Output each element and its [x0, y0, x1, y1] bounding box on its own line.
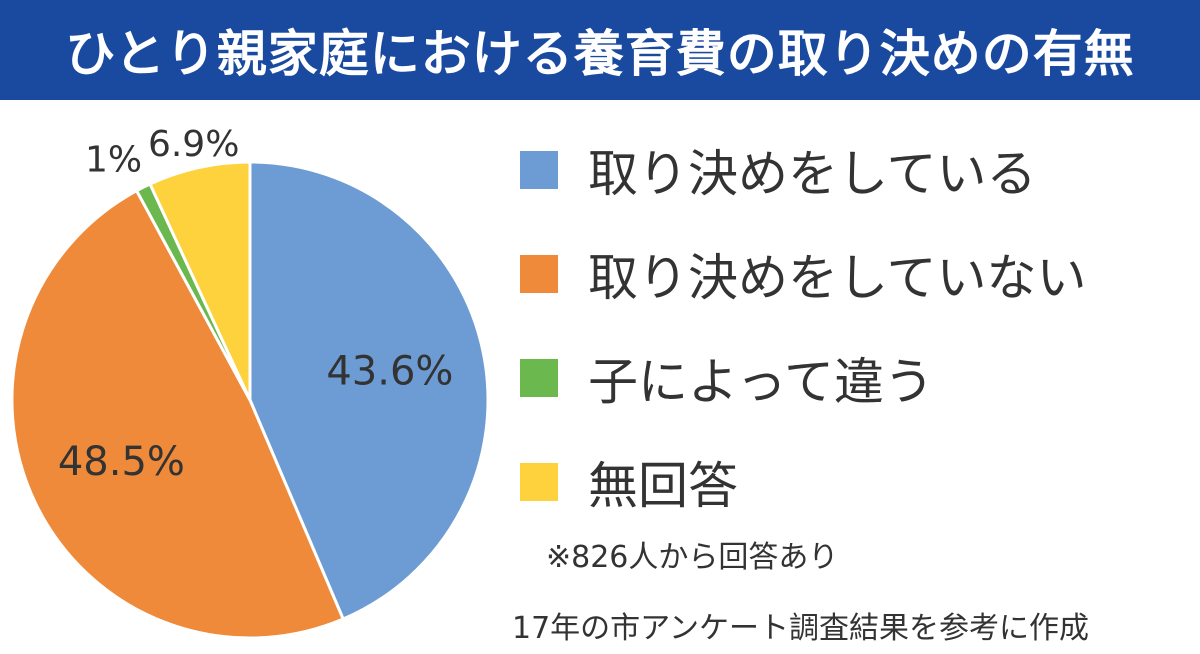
pie-slice-no-answer	[148, 160, 252, 401]
legend-label: 取り決めをしている	[588, 145, 1037, 203]
pie-slice-arranged	[248, 160, 490, 621]
pie-slice-not-arranged	[10, 188, 346, 640]
legend-label: 取り決めをしていない	[588, 249, 1087, 307]
legend-item-not-arranged: 取り決めをしていない	[520, 222, 1190, 326]
legend-item-varies-by-child: 子によって違う	[520, 326, 1190, 430]
legend-item-arranged: 取り決めをしている	[520, 118, 1190, 222]
source-note: 17年の市アンケート調査結果を参考に作成	[512, 611, 1089, 646]
respondents-note: ※826人から回答あり	[546, 540, 839, 575]
data-label-not-arranged: 48.5%	[58, 439, 185, 485]
title-banner: ひとり親家庭における養育費の取り決めの有無	[0, 0, 1200, 100]
data-label-arranged: 43.6%	[326, 349, 453, 395]
chart-title: ひとり親家庭における養育費の取り決めの有無	[65, 25, 1135, 83]
legend-label: 無回答	[588, 457, 738, 515]
legend-swatch	[520, 151, 558, 189]
legend-label: 子によって違う	[588, 353, 934, 411]
data-label-varies-by-child: 1%	[85, 140, 142, 181]
data-label-no-answer: 6.9%	[148, 124, 239, 165]
legend-swatch	[520, 359, 558, 397]
legend-swatch	[520, 255, 558, 293]
legend-swatch	[520, 463, 558, 501]
legend-item-no-answer: 無回答	[520, 430, 1190, 534]
pie-chart: 43.6% 48.5% 1% 6.9%	[10, 124, 490, 640]
chart-legend: 取り決めをしている 取り決めをしていない 子によって違う 無回答	[520, 118, 1190, 534]
